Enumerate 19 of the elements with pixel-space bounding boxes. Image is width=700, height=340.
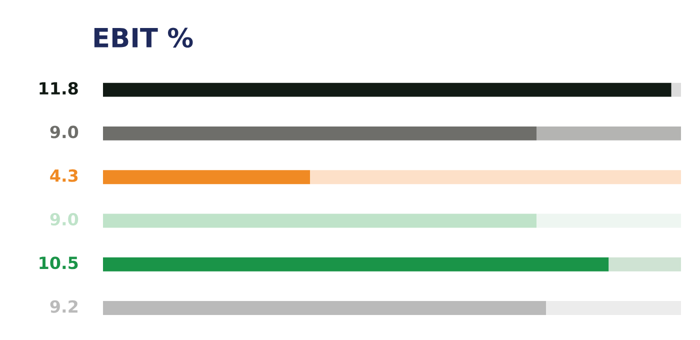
bar (671, 82, 681, 97)
bar (608, 257, 681, 272)
bar (103, 257, 609, 272)
bar (103, 301, 546, 315)
data-label: 4.3 (50, 169, 78, 182)
bar (546, 301, 681, 315)
data-label: 9.2 (50, 300, 78, 313)
bar (103, 82, 672, 97)
data-label: 9.0 (50, 212, 78, 226)
bar (536, 214, 681, 228)
data-label: 9.0 (50, 126, 78, 138)
bar (103, 214, 536, 228)
bar (103, 170, 310, 184)
bar (103, 126, 536, 140)
chart-title: EBIT % (94, 28, 193, 48)
bar (536, 126, 681, 140)
data-label: 11.8 (40, 82, 78, 95)
data-label: 10.5 (40, 256, 78, 270)
bar (310, 170, 681, 184)
